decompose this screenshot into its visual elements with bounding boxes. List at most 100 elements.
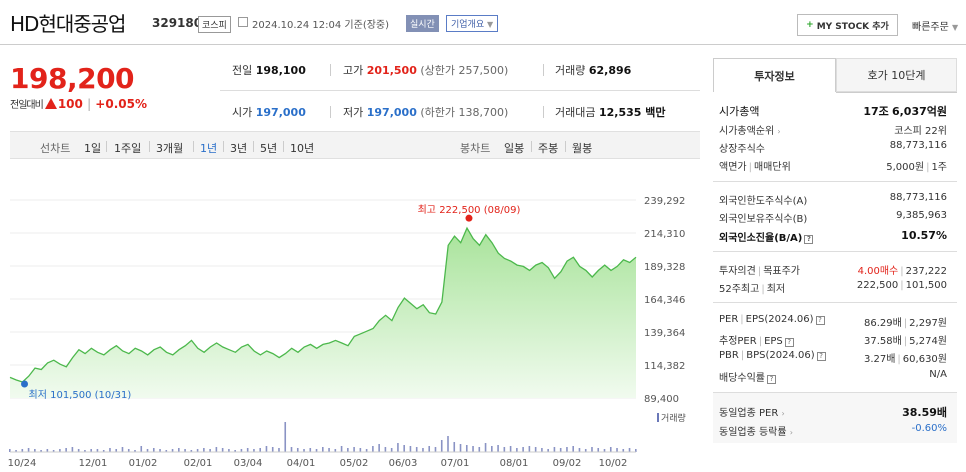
y-tick-label: 114,382 [644, 361, 685, 372]
price-line [9, 226, 637, 383]
help-icon[interactable]: ? [815, 316, 825, 325]
volume-bar [390, 448, 393, 452]
open-label: 시가 [232, 106, 253, 119]
volume-bar [271, 447, 274, 452]
period-3m[interactable]: 3개월 [156, 142, 184, 155]
volume-bar [152, 448, 155, 452]
volume-bar [203, 448, 205, 452]
divider [543, 106, 544, 118]
volume-bar [140, 446, 143, 452]
candle-weekly[interactable]: 주봉 [538, 142, 559, 155]
volume-bar [428, 446, 431, 452]
volume-bar [265, 446, 268, 452]
volume-bar [253, 449, 255, 452]
volume-bar [503, 447, 506, 452]
divider [330, 64, 331, 76]
trade-amount: 거래대금 12,535 백만 [555, 104, 666, 120]
chart-period-bar: 선차트 1일 1주일 3개월 1년 3년 5년 10년 봉차트 일봉 주봉 월봉 [10, 131, 700, 159]
tab-invest-info[interactable]: 투자정보 [713, 58, 836, 92]
volume-bar [384, 447, 387, 452]
plus-icon: + [806, 20, 814, 30]
period-1d[interactable]: 1일 [84, 142, 102, 155]
y-tick-label: 139,364 [644, 328, 685, 339]
x-tick-label: 06/03 [389, 458, 418, 469]
volume-bar [221, 448, 224, 452]
x-tick-label: 03/04 [234, 458, 263, 469]
open-value: 197,000 [255, 106, 306, 119]
volume-bar [516, 448, 518, 452]
price-change: 전일대비 100 | +0.05% [10, 97, 147, 111]
volume-bar [453, 442, 456, 452]
period-5y[interactable]: 5년 [260, 142, 278, 155]
volume-bar [584, 449, 587, 452]
chevron-down-icon: ▼ [952, 23, 959, 32]
period-10y[interactable]: 10년 [290, 142, 315, 155]
volume-bar [541, 448, 543, 452]
period-1w[interactable]: 1주일 [114, 142, 142, 155]
y-tick-label: 214,310 [644, 229, 685, 240]
help-icon[interactable]: ? [767, 375, 776, 384]
volume-bar [528, 446, 531, 452]
divider [330, 106, 331, 118]
volume-bar [472, 446, 474, 452]
mystock-add-button[interactable]: + MY STOCK 추가 [797, 14, 898, 36]
change-amount: 100 [57, 97, 83, 111]
low-value: 197,000 [366, 106, 417, 119]
high-price: 고가 201,500 (상한가 257,500) [343, 62, 508, 78]
current-price: 198,200 [10, 62, 135, 95]
price-chart[interactable]: 239,292 214,310 189,328 164,346 139,364 114,3… [0, 180, 710, 472]
volume-bar [334, 449, 337, 452]
upper-limit: (상한가 257,500) [420, 64, 509, 77]
candle-daily[interactable]: 일봉 [504, 142, 525, 155]
realtime-badge[interactable]: 실시간 [406, 15, 439, 32]
volume-bar [353, 447, 355, 452]
prev-value: 198,100 [255, 64, 306, 77]
x-tick-label: 05/02 [340, 458, 369, 469]
x-tick-label: 12/01 [79, 458, 108, 469]
x-tick-label: 10/24 [8, 458, 37, 469]
volume-bar [628, 448, 631, 452]
help-icon[interactable]: ? [784, 338, 794, 347]
x-tick-label: 01/02 [129, 458, 158, 469]
x-tick-label: 07/01 [441, 458, 470, 469]
volume-bar [190, 450, 193, 452]
candle-monthly[interactable]: 월봉 [572, 142, 593, 155]
help-icon[interactable]: ? [816, 352, 826, 361]
volume-bar [409, 446, 412, 452]
volume-bar [315, 449, 318, 452]
market-badge: 코스피 [198, 16, 231, 33]
volume-bar [559, 448, 562, 452]
volume-bar [234, 450, 236, 452]
volume-bar [465, 445, 468, 452]
volume-bar [491, 446, 493, 452]
volume-bar [403, 445, 405, 452]
tab-underline [836, 92, 957, 93]
volume-bar [484, 443, 487, 452]
up-arrow-icon [44, 98, 57, 109]
volume-bar [184, 449, 186, 452]
volume-bar [635, 449, 637, 452]
y-tick-label: 164,346 [644, 295, 685, 306]
volume-bar [215, 447, 218, 452]
period-1y[interactable]: 1년 [200, 142, 218, 155]
help-icon[interactable]: ? [804, 235, 814, 244]
volume-bar [40, 450, 42, 452]
company-info-dropdown[interactable]: 기업개요 ▼ [446, 15, 499, 32]
x-tick-label: 04/01 [287, 458, 316, 469]
open-price: 시가 197,000 [232, 104, 306, 120]
tab-order-book[interactable]: 호가 10단계 [836, 58, 957, 92]
volume-bar [65, 448, 67, 452]
volume-bar [259, 448, 261, 452]
candle-chart-label[interactable]: 봉차트 [460, 142, 491, 155]
volume-bar [284, 422, 287, 452]
period-3y[interactable]: 3년 [230, 142, 248, 155]
quick-order-button[interactable]: 빠른주문 ▼ [912, 18, 958, 33]
volume-bar [290, 447, 293, 452]
volume-legend: 거래량 [661, 412, 686, 424]
line-chart-label[interactable]: 선차트 [40, 142, 71, 155]
volume-bar [328, 448, 330, 452]
header-divider [0, 44, 966, 45]
volume-bar [597, 448, 600, 452]
volume-bar [547, 449, 549, 452]
divider [543, 64, 544, 76]
